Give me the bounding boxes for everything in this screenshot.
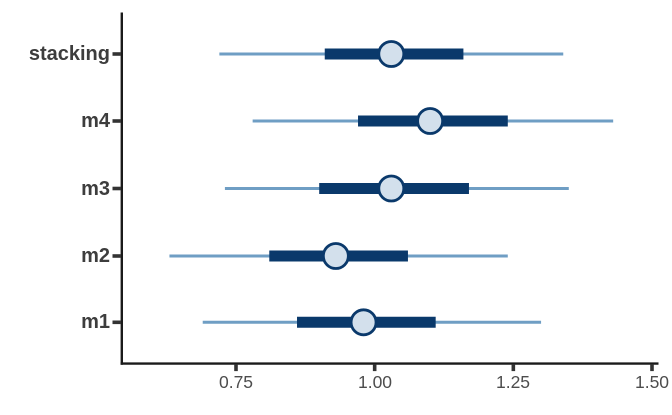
- x-axis-tick-label: 1.25: [495, 372, 531, 392]
- x-axis-tick-label: 0.75: [218, 372, 254, 392]
- y-axis-label: stacking: [28, 43, 110, 65]
- point-estimate-marker: [321, 242, 350, 270]
- y-axis-label: m1: [81, 311, 110, 333]
- point-estimate-marker: [349, 308, 378, 337]
- y-axis-label: m3: [81, 177, 110, 200]
- point-estimate-marker: [377, 174, 406, 203]
- point-estimate-marker: [416, 107, 445, 135]
- x-axis-tick-label: 1.00: [357, 372, 393, 392]
- y-axis-label: m4: [81, 110, 110, 132]
- x-axis-tick-label: 1.50: [634, 372, 670, 392]
- point-estimate-marker: [377, 40, 406, 68]
- y-axis-label: m2: [81, 245, 110, 267]
